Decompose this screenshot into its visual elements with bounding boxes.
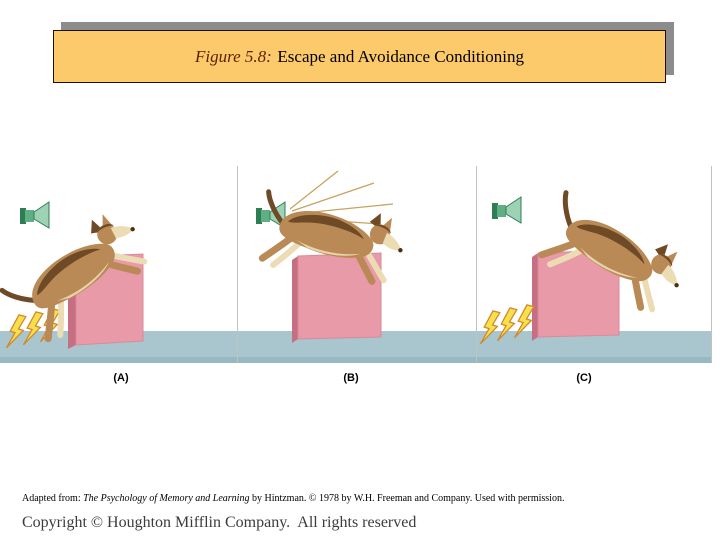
panel-label-c: (C) <box>576 372 592 384</box>
attribution-suffix: by Hintzman. © 1978 by W.H. Freeman and … <box>249 493 565 504</box>
attribution-prefix: Adapted from: <box>22 493 84 504</box>
panel-label-b: (B) <box>343 372 359 384</box>
barrier-c <box>532 249 620 341</box>
speaker-icon-c <box>491 196 522 224</box>
barrier-b <box>292 252 382 343</box>
page-title: Escape and Avoidance Conditioning <box>277 46 525 66</box>
copyright-line: Copyright © Houghton Mifflin Company. Al… <box>22 514 417 531</box>
attribution-line: Adapted from: The Psychology of Memory a… <box>22 493 682 504</box>
figure-illustration <box>0 163 716 363</box>
panel-a <box>0 199 163 349</box>
figure-canvas <box>0 166 712 363</box>
attribution-book-title: The Psychology of Memory and Learning <box>83 493 250 504</box>
figure-number-label: Figure 5.8: <box>194 46 272 66</box>
title-box: Figure 5.8: Escape and Avoidance Conditi… <box>53 30 666 83</box>
speaker-icon-a <box>19 201 50 229</box>
panel-label-a: (A) <box>113 372 129 384</box>
panel-b <box>252 170 414 343</box>
panel-c <box>479 186 697 347</box>
